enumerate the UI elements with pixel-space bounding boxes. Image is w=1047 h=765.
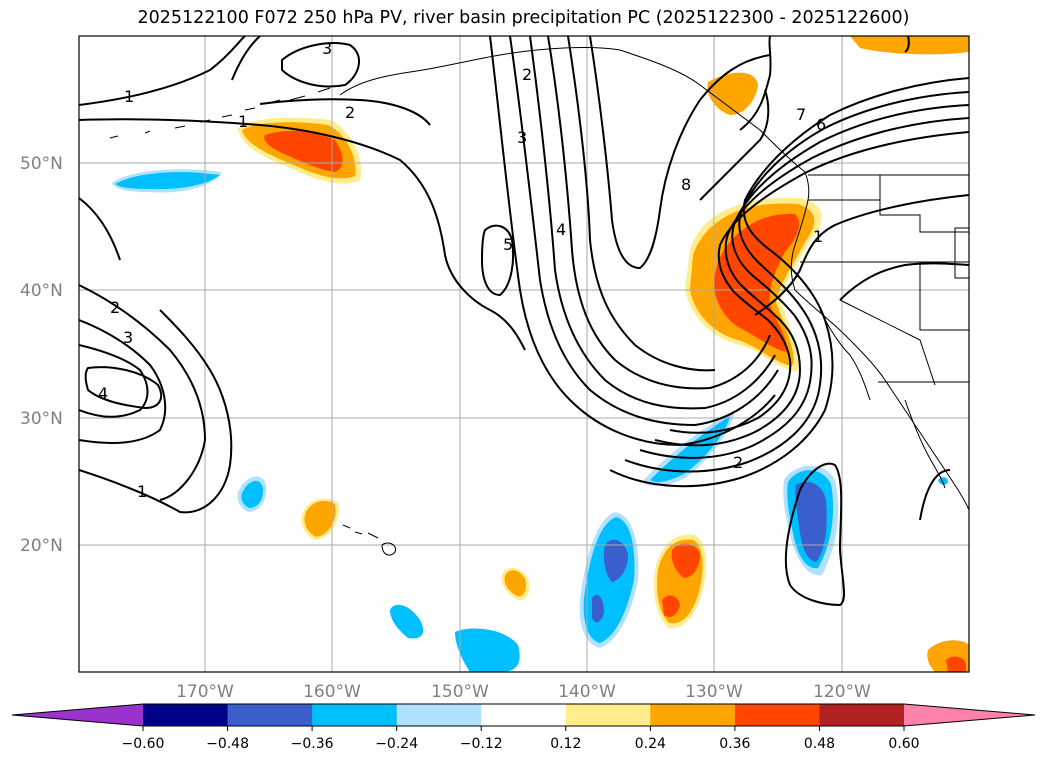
contour-label: 3 [123, 328, 133, 347]
coastlines [109, 47, 969, 556]
contour-label: 6 [816, 115, 826, 134]
contour-label: 1 [238, 112, 248, 131]
colorbar-extend-min [12, 704, 143, 726]
colorbar-segment [734, 704, 820, 726]
map-border [78, 35, 970, 673]
graticule [79, 36, 969, 672]
pv-contours [79, 36, 969, 607]
colorbar-tick-label: −0.60 [122, 736, 165, 752]
lon-label: 160°W [303, 682, 361, 702]
contour-label: 1 [813, 227, 823, 246]
colorbar-tick-label: 0.24 [635, 736, 666, 752]
colorbar-segment [312, 704, 398, 726]
colorbar-segment [396, 704, 482, 726]
contour-label: 5 [503, 235, 513, 254]
colorbar-tick-label: −0.24 [375, 736, 418, 752]
contour-label-group: 1 2 3 1 2 3 4 1 2 3 4 5 6 7 8 2 1 [98, 39, 826, 501]
lat-label: 30°N [20, 409, 63, 429]
longitude-labels: 170°W 160°W 150°W 140°W 130°W 120°W [176, 682, 871, 702]
lon-label: 140°W [558, 682, 616, 702]
colorbar-tick-label: 0.48 [804, 736, 835, 752]
lat-label: 50°N [20, 154, 63, 174]
lat-label: 40°N [20, 281, 63, 301]
contour-label: 2 [522, 65, 532, 84]
colorbar-tick-label: −0.12 [460, 736, 503, 752]
lon-label: 170°W [176, 682, 234, 702]
contour-label: 3 [322, 39, 332, 58]
contour-label: 3 [517, 128, 527, 147]
colorbar: −0.60 −0.48 −0.36 −0.24 −0.12 0.12 0.24 0.36 0.4… [11, 703, 1036, 752]
colorbar-segment [143, 704, 229, 726]
colorbar-extend-max [904, 704, 1035, 726]
contour-label: 1 [124, 87, 134, 106]
colorbar-segment [650, 704, 736, 726]
contour-label: 2 [110, 298, 120, 317]
lon-label: 120°W [813, 682, 871, 702]
contour-label: 8 [681, 175, 691, 194]
contour-label: 2 [345, 103, 355, 122]
contour-label: 4 [556, 220, 566, 239]
colorbar-tick-label: 0.60 [888, 736, 919, 752]
lat-label: 20°N [20, 536, 63, 556]
colorbar-segment [819, 704, 905, 726]
lon-label: 150°W [431, 682, 489, 702]
lon-label: 130°W [685, 682, 743, 702]
colorbar-segment [481, 704, 567, 726]
plot-title: 2025122100 F072 250 hPa PV, river basin … [137, 8, 910, 28]
colorbar-tick-label: 0.36 [719, 736, 750, 752]
contour-label: 4 [98, 384, 108, 403]
contour-label: 1 [137, 482, 147, 501]
colorbar-tick-label: −0.36 [291, 736, 334, 752]
latitude-labels: 50°N 40°N 30°N 20°N [20, 154, 63, 556]
colorbar-tick-label: 0.12 [550, 736, 581, 752]
contour-label: 7 [796, 105, 806, 124]
colorbar-tick-label: −0.48 [206, 736, 249, 752]
colorbar-segment [565, 704, 651, 726]
colorbar-segment [227, 704, 313, 726]
contour-label: 2 [733, 453, 743, 472]
